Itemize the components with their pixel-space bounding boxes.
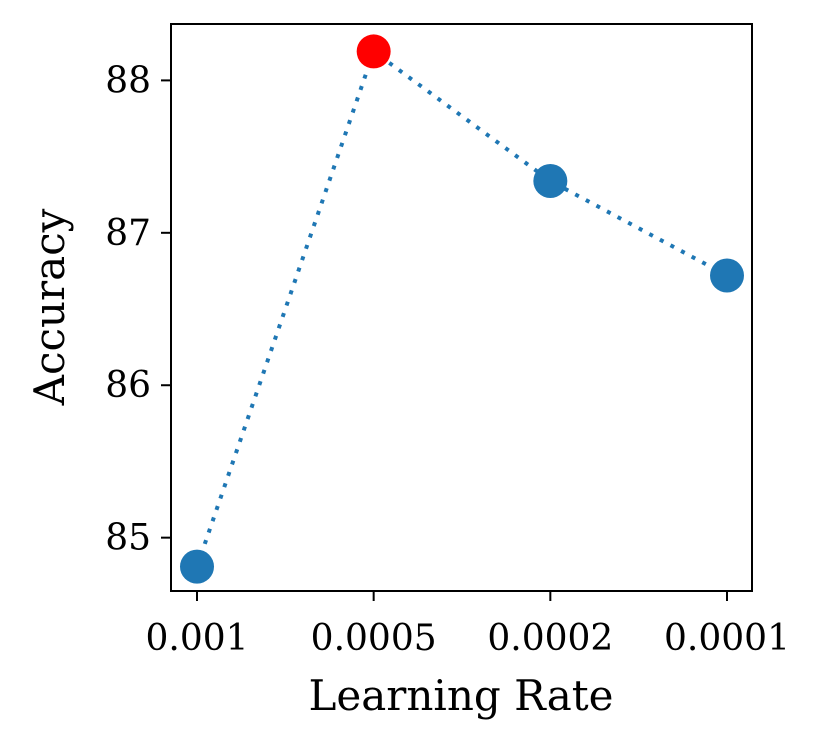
y-tick-label: 87 bbox=[105, 213, 151, 254]
plot-frame bbox=[170, 23, 753, 592]
y-tick-label: 85 bbox=[105, 518, 151, 559]
y-axis-label: Accuracy bbox=[25, 208, 74, 406]
x-tick-label: 0.0001 bbox=[664, 618, 790, 659]
y-tick-label: 86 bbox=[105, 365, 151, 406]
x-axis-ticks: 0.001 0.0005 0.0002 0.0001 bbox=[145, 591, 790, 659]
highlighted-data-point bbox=[356, 34, 391, 69]
data-point bbox=[710, 258, 744, 293]
series-line bbox=[195, 48, 728, 568]
y-axis-ticks: 85 86 87 88 bbox=[105, 60, 171, 559]
x-tick-label: 0.001 bbox=[145, 618, 248, 659]
x-tick-label: 0.0002 bbox=[487, 618, 613, 659]
data-point bbox=[533, 163, 568, 198]
y-tick-label: 88 bbox=[105, 60, 151, 101]
data-points bbox=[180, 34, 744, 584]
data-point bbox=[180, 549, 214, 584]
x-axis-label: Learning Rate bbox=[309, 671, 614, 720]
x-tick-label: 0.0005 bbox=[311, 618, 437, 659]
